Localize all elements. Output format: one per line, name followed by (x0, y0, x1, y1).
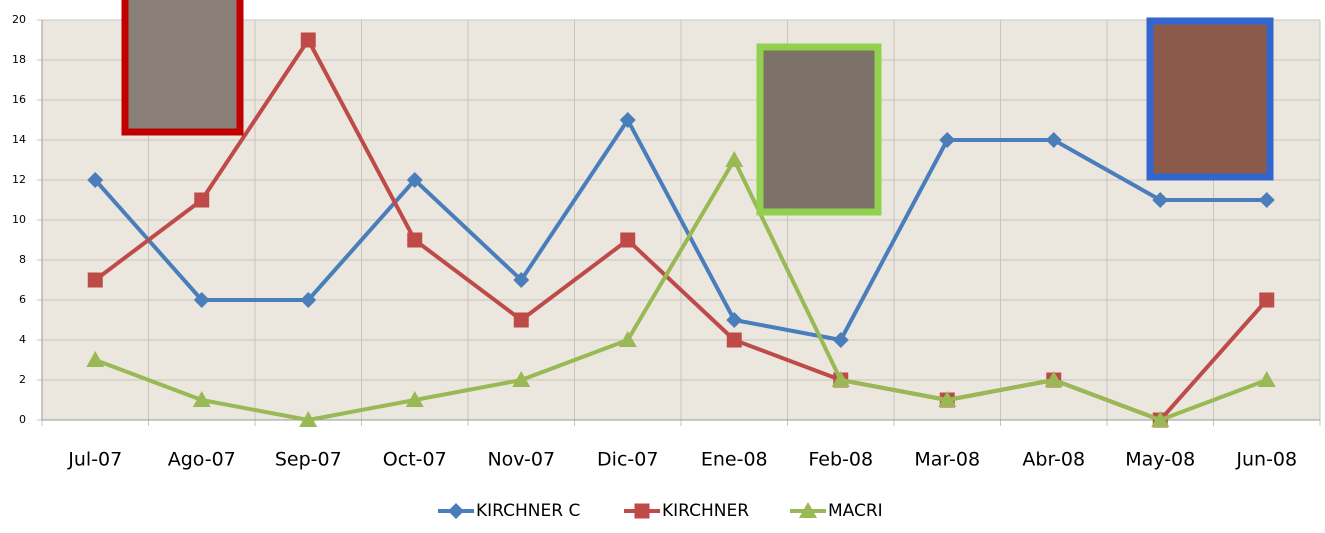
y-tick-label: 18 (12, 53, 26, 66)
marker (799, 502, 817, 518)
marker (726, 312, 743, 328)
x-tick-label: Sep-07 (275, 449, 342, 471)
marker (1152, 192, 1169, 208)
marker (1259, 292, 1275, 308)
y-tick-label: 10 (12, 213, 26, 226)
marker (194, 192, 210, 208)
marker (87, 272, 103, 288)
marker (192, 391, 211, 407)
y-tick-label: 6 (19, 293, 26, 306)
photo (1146, 17, 1274, 181)
marker (1151, 411, 1170, 427)
y-tick-label: 12 (12, 173, 26, 186)
marker (86, 351, 105, 367)
marker (512, 371, 531, 387)
x-tick-label: Nov-07 (487, 449, 555, 471)
marker (1257, 371, 1276, 387)
x-tick-label: Dic-07 (597, 449, 658, 471)
y-tick-label: 4 (19, 333, 26, 346)
y-tick-label: 20 (12, 13, 26, 26)
x-tick-label: Mar-08 (914, 449, 980, 471)
marker (832, 332, 849, 348)
marker (1045, 132, 1062, 148)
y-tick-label: 14 (12, 133, 26, 146)
marker (939, 132, 956, 148)
series-line (93, 118, 1267, 342)
marker (300, 292, 317, 308)
marker (1044, 371, 1063, 387)
marker (1258, 192, 1275, 208)
marker (87, 172, 104, 188)
series-line (94, 158, 1268, 422)
x-tick-label: Jul-07 (67, 449, 122, 471)
legend-label: MACRI (828, 501, 883, 521)
y-tick-label: 0 (19, 413, 26, 426)
x-tick-label: Feb-08 (808, 449, 873, 471)
marker (407, 232, 423, 248)
marker (726, 332, 742, 348)
marker (938, 391, 957, 407)
y-tick-label: 2 (19, 373, 26, 386)
marker (620, 232, 636, 248)
photo (121, 0, 244, 136)
marker (725, 151, 744, 167)
marker (405, 391, 424, 407)
y-tick-label: 8 (19, 253, 26, 266)
photo (756, 43, 882, 216)
legend-label: KIRCHNER C (476, 501, 580, 521)
marker (619, 112, 636, 128)
grid (37, 19, 1321, 426)
marker (300, 32, 316, 48)
x-tick-label: Ago-07 (168, 449, 236, 471)
marker (618, 331, 637, 347)
x-tick-label: Abr-08 (1022, 449, 1085, 471)
x-tick-label: Jun-08 (1235, 449, 1297, 471)
marker (513, 312, 529, 328)
x-tick-label: Oct-07 (383, 449, 447, 471)
legend-label: KIRCHNER (662, 501, 749, 521)
y-tick-label: 16 (12, 93, 26, 106)
x-tick-label: Ene-08 (701, 449, 768, 471)
marker (448, 503, 464, 519)
series-layer (86, 32, 1276, 428)
marker (513, 272, 530, 288)
marker (634, 503, 650, 519)
marker (299, 411, 318, 427)
x-tick-label: May-08 (1125, 449, 1195, 471)
marker (831, 371, 850, 387)
photo-frames (121, 0, 1274, 216)
marker (193, 292, 210, 308)
marker (406, 172, 423, 188)
